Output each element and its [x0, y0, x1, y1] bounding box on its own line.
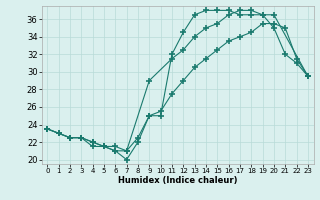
X-axis label: Humidex (Indice chaleur): Humidex (Indice chaleur) — [118, 176, 237, 185]
